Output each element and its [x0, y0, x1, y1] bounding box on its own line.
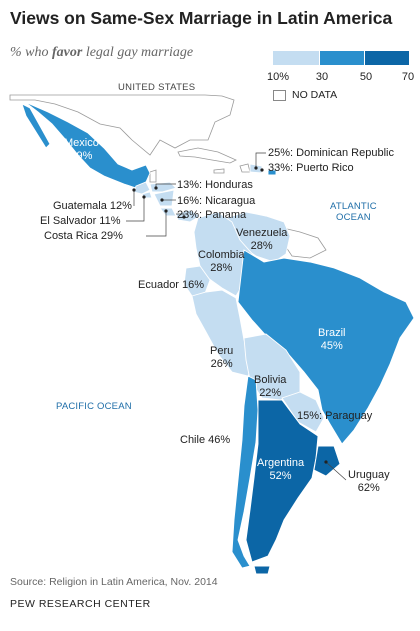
dot-puerto-rico [260, 168, 264, 172]
region-tierra-del-fuego [253, 565, 271, 575]
leader-costa-rica [146, 211, 167, 237]
region-baja [21, 103, 51, 149]
region-cuba [177, 147, 237, 164]
label-el-salvador: El Salvador 11% [40, 215, 121, 227]
label-ecuador: Ecuador 16% [138, 279, 205, 291]
label-panama: 23%: Panama [177, 209, 247, 221]
legend-bin-high [365, 51, 409, 65]
region-nicaragua [153, 189, 175, 207]
label-argentina: Argentina 52% [257, 457, 305, 483]
legend-tick-70: 70 [401, 71, 415, 83]
label-bolivia: Bolivia 22% [254, 374, 287, 400]
label-atlantic-ocean: ATLANTIC OCEAN [330, 201, 377, 223]
label-venezuela: Venezuela 28% [236, 227, 288, 253]
region-haiti [239, 163, 251, 173]
label-united-states: UNITED STATES [118, 82, 196, 93]
label-paraguay: 15%: Paraguay [297, 410, 373, 422]
dot-honduras [154, 186, 158, 190]
dot-dominican-republic [254, 166, 258, 170]
region-costa-rica [159, 207, 177, 217]
region-belize [149, 169, 157, 183]
source-note: Source: Religion in Latin America, Nov. … [10, 576, 218, 588]
legend-no-data-label: NO DATA [292, 89, 338, 101]
label-uruguay: Uruguay 62% [348, 469, 390, 495]
label-honduras: 13%: Honduras [177, 179, 253, 191]
label-dominican-republic: 25%: Dominican Republic [268, 147, 394, 159]
organization-name: PEW RESEARCH CENTER [10, 598, 151, 610]
label-puerto-rico: 33%: Puerto Rico [268, 162, 354, 174]
dot-nicaragua [160, 198, 164, 202]
dot-panama [182, 215, 186, 219]
label-pacific-ocean: PACIFIC OCEAN [56, 401, 132, 412]
chart-title: Views on Same-Sex Marriage in Latin Amer… [10, 8, 393, 28]
legend-bin-low [273, 51, 319, 65]
region-united-states [9, 94, 235, 156]
chart-subtitle: % who favor legal gay marriage [10, 45, 194, 60]
legend-bin-mid [320, 51, 364, 65]
label-costa-rica: Costa Rica 29% [44, 230, 123, 242]
region-guianas [282, 227, 327, 259]
region-jamaica [213, 168, 225, 174]
region-chile [231, 375, 259, 569]
leader-el-salvador [126, 197, 145, 222]
legend-no-data-swatch [273, 90, 286, 101]
legend-tick-50: 50 [359, 71, 373, 83]
label-peru: Peru 26% [210, 345, 234, 371]
label-chile: Chile 46% [180, 434, 231, 446]
region-panama [175, 209, 201, 223]
region-puerto-rico [267, 169, 277, 176]
dot-costa-rica [164, 209, 168, 213]
label-guatemala: Guatemala 12% [53, 200, 132, 212]
legend-tick-10: 10% [266, 71, 290, 83]
legend-tick-30: 30 [315, 71, 329, 83]
region-argentina [245, 399, 319, 563]
dot-guatemala [132, 188, 136, 192]
label-colombia: Colombia 28% [198, 249, 245, 275]
leader-dominican-republic [255, 152, 266, 168]
label-brazil: Brazil 45% [318, 327, 346, 353]
leader-uruguay [325, 461, 347, 481]
region-colombia [193, 211, 257, 297]
label-nicaragua: 16%: Nicaragua [177, 195, 256, 207]
label-mexico: Mexico 49% [64, 137, 99, 163]
dot-uruguay [324, 460, 328, 464]
dot-el-salvador [142, 195, 146, 199]
